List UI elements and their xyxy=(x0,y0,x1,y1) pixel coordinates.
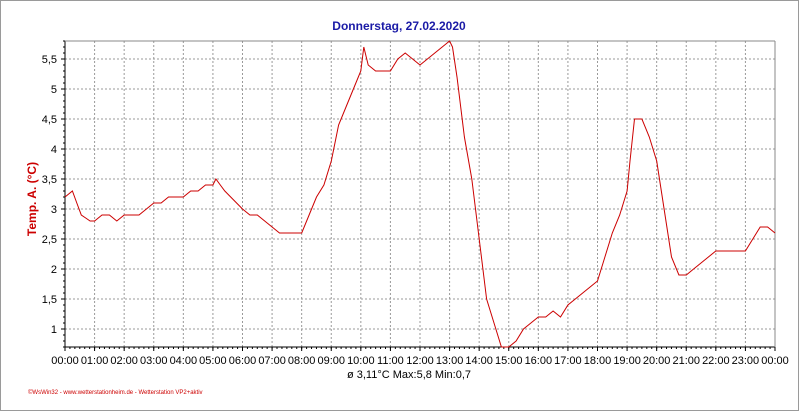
y-tick-label: 2,5 xyxy=(42,234,57,246)
y-tick-label: 3,5 xyxy=(42,174,57,186)
x-tick-label: 10:00 xyxy=(347,355,375,367)
x-tick-label: 07:00 xyxy=(258,355,286,367)
x-tick-label: 23:00 xyxy=(732,355,760,367)
series-line-temperature xyxy=(64,40,776,348)
y-tick-label: 2 xyxy=(51,264,57,276)
x-tick-label: 08:00 xyxy=(288,355,316,367)
x-tick-label: 13:00 xyxy=(436,355,464,367)
x-tick-label: 18:00 xyxy=(584,355,612,367)
x-tick-label: 14:00 xyxy=(465,355,493,367)
y-ticks: 1 1,5 2 2,5 3 3,5 4 4,5 5 5,5 xyxy=(42,40,65,348)
x-tick-label: 02:00 xyxy=(110,355,138,367)
y-tick-label: 1,5 xyxy=(42,294,57,306)
x-tick-label: 17:00 xyxy=(554,355,582,367)
x-tick-label: 21:00 xyxy=(672,355,700,367)
credit-text: ©WsWin32 - www.wetterstationheim.de - We… xyxy=(28,389,203,396)
x-tick-label: 00:00 xyxy=(761,355,789,367)
y-tick-label: 5,5 xyxy=(42,54,57,66)
grid xyxy=(65,41,775,347)
x-tick-label: 12:00 xyxy=(406,355,434,367)
x-tick-label: 03:00 xyxy=(140,355,168,367)
x-tick-label: 22:00 xyxy=(702,355,730,367)
x-tick-label: 15:00 xyxy=(495,355,523,367)
y-tick-label: 1 xyxy=(51,324,57,336)
x-tick-label: 09:00 xyxy=(317,355,345,367)
x-tick-label: 20:00 xyxy=(643,355,671,367)
x-tick-label: 19:00 xyxy=(613,355,641,367)
footer-stats: ø 3,11°C Max:5,8 Min:0,7 xyxy=(347,369,471,381)
y-tick-label: 4,5 xyxy=(42,114,57,126)
y-axis-label: Temp. A. (°C) xyxy=(25,162,39,236)
x-tick-label: 01:00 xyxy=(81,355,109,367)
y-tick-label: 5 xyxy=(51,84,57,96)
y-tick-label: 3 xyxy=(51,204,57,216)
x-tick-label: 11:00 xyxy=(377,355,404,367)
y-tick-label: 4 xyxy=(51,144,57,156)
x-tick-label: 16:00 xyxy=(525,355,553,367)
x-tick-label: 00:00 xyxy=(51,355,79,367)
x-tick-label: 04:00 xyxy=(170,355,198,367)
chart-title: Donnerstag, 27.02.2020 xyxy=(332,19,466,33)
x-tick-label: 05:00 xyxy=(199,355,227,367)
x-tick-label: 06:00 xyxy=(229,355,257,367)
x-ticks: 00:00 01:00 02:00 03:00 04:00 05:00 06:00 07:00… xyxy=(51,347,789,367)
